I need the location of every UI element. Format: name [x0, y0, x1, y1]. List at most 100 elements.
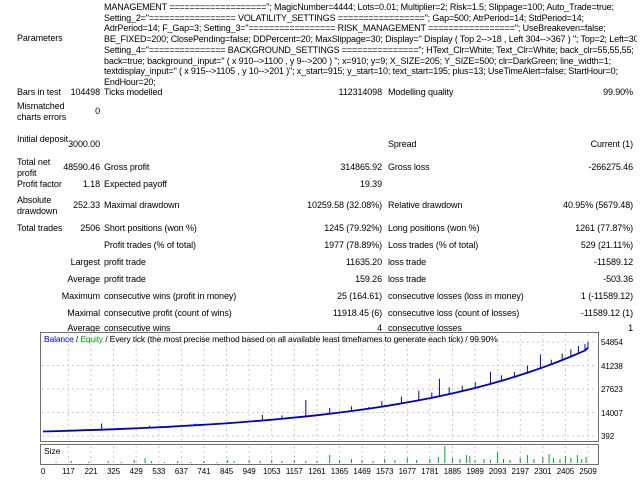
- x-axis-tick-label: 2197: [511, 467, 530, 476]
- x-axis-tick-label: 1781: [421, 467, 439, 476]
- stat-value: Maximal: [67, 308, 100, 318]
- stat-value: Average: [67, 323, 100, 333]
- stat-value: 19.39: [359, 179, 382, 189]
- parameters-line: BE_FIXED=200; ClosePending=false; DDPerc…: [104, 34, 637, 45]
- x-axis-tick-label: 2301: [534, 467, 552, 476]
- stat-value: 159.26: [355, 274, 382, 284]
- stat-label: Mismatched charts errors: [17, 101, 67, 122]
- size-axis-label: Size: [44, 446, 61, 456]
- stat-label: Profit factor: [17, 179, 62, 189]
- stat-value: -266275.46: [588, 162, 633, 172]
- stat-value: 252.33: [73, 200, 100, 210]
- parameters-line: MANAGEMENT ==================="; MagicNu…: [104, 2, 614, 12]
- x-axis-tick-label: 1053: [263, 467, 281, 476]
- x-axis-tick-label: 1677: [398, 467, 417, 476]
- size-bars-plot: [55, 446, 589, 463]
- stat-value: 99.90%: [603, 87, 633, 97]
- parameters-label: Parameters: [17, 33, 63, 43]
- x-axis-tick-label: 845: [220, 467, 234, 476]
- stat-value: -503.36: [603, 274, 633, 284]
- x-axis-tick-label: 1573: [375, 467, 394, 476]
- stat-label: Initial deposit: [17, 134, 69, 144]
- stat-label: Bars in test: [17, 87, 61, 97]
- stat-value: -11589.12: [594, 257, 633, 267]
- x-axis-tick-label: 1261: [308, 467, 326, 476]
- stat-label: Gross loss: [388, 162, 430, 172]
- legend-separator: /: [73, 334, 81, 344]
- stat-value: 1261 (77.87%): [575, 223, 633, 233]
- stat-label: Spread: [388, 139, 417, 149]
- stat-label: Total net profit: [17, 157, 51, 178]
- parameters-text: MANAGEMENT ==================="; MagicNu…: [104, 2, 637, 88]
- x-axis-tick-label: 1157: [285, 467, 303, 476]
- stat-label: Loss trades (% of total): [388, 240, 479, 250]
- stat-value: 529 (21.11%): [580, 240, 633, 250]
- stat-value: 25 (164.61): [337, 291, 382, 301]
- y-axis-tick-label: 54854: [601, 338, 623, 347]
- x-axis-tick-label: 117: [62, 467, 75, 476]
- parameters-line: AdrPeriod=14; F_Gap=3; Setting_3="======…: [104, 23, 606, 34]
- x-axis-tick-label: 1469: [353, 467, 371, 476]
- stat-label: Relative drawdown: [388, 200, 463, 210]
- stat-value: 1: [628, 323, 633, 333]
- stat-label: profit trade: [104, 274, 146, 284]
- stat-label: consecutive wins: [104, 323, 171, 333]
- stat-value: 104498: [70, 87, 101, 97]
- stat-value: Largest: [70, 257, 100, 267]
- stat-value: 1.18: [82, 179, 100, 189]
- stat-value: 11635.20: [345, 257, 382, 267]
- y-axis-tick-label: 14007: [601, 408, 623, 418]
- x-axis-tick-label: 637: [174, 467, 188, 476]
- x-axis-tick-label: 325: [107, 467, 121, 476]
- stat-value: Current (1): [590, 139, 634, 149]
- equity-legend-label: Equity: [80, 334, 104, 344]
- x-axis-tick-label: 741: [197, 467, 211, 476]
- stat-value: 48590.46: [63, 162, 100, 172]
- stat-label: loss trade: [388, 257, 427, 267]
- stat-label: Long positions (won %): [388, 223, 480, 233]
- parameters-line: EndHour=20;: [104, 76, 156, 87]
- stat-value: 3000.00: [68, 139, 100, 149]
- stat-value: Average: [67, 274, 100, 284]
- stat-label: profit trade: [104, 257, 146, 267]
- x-axis-tick-label: 1885: [443, 467, 462, 476]
- stat-value: 1977 (78.89%): [324, 240, 382, 250]
- parameters-line: Setting_4="=============== BACKGROUND_SE…: [104, 44, 634, 55]
- size-chart: Size: [40, 444, 599, 465]
- stat-value: Maximum: [61, 291, 100, 301]
- stat-label: Profit trades (% of total): [104, 240, 196, 250]
- stat-value: 4: [377, 323, 382, 333]
- stat-label: Gross profit: [104, 162, 150, 172]
- parameters-line: textdisplay_input=" ( x 915-->1105 , y 1…: [104, 66, 618, 77]
- x-axis-tick-label: 2405: [556, 467, 575, 476]
- y-axis-tick-label: 27623: [601, 385, 623, 394]
- stat-label: Total trades: [17, 223, 63, 233]
- chart-legend: Balance / Equity / Every tick (the most …: [44, 334, 584, 344]
- x-axis-tick-label: 1365: [330, 467, 349, 476]
- stat-label: consecutive profit (count of wins): [104, 308, 232, 318]
- y-axis-tick-label: 392: [601, 432, 615, 441]
- stat-value: 314865.92: [340, 162, 382, 172]
- legend-method-text: / Every tick (the most precise method ba…: [103, 334, 498, 344]
- balance-legend-label: Balance: [44, 334, 74, 344]
- x-axis-tick-label: 429: [129, 467, 143, 476]
- stat-value: 2506: [80, 223, 100, 233]
- stat-label: Expected payoff: [104, 179, 167, 189]
- stat-value: 11918.45 (6): [332, 308, 382, 318]
- balance-curve-plot: [42, 334, 597, 440]
- x-axis-tick-label: 0: [40, 467, 46, 476]
- parameters-line: back=true; background_input=" ( x 910-->…: [104, 55, 611, 66]
- y-axis-tick-label: 41238: [601, 361, 623, 371]
- stat-label: Maximal drawdown: [104, 200, 180, 210]
- stat-label: consecutive losses (loss in money): [388, 291, 524, 301]
- stat-label: Short positions (won %): [104, 223, 197, 233]
- stat-value: 1245 (79.92%): [324, 223, 382, 233]
- stat-value: 0: [95, 106, 100, 116]
- stat-label: Modelling quality: [388, 87, 454, 97]
- stat-value: 10259.58 (32.08%): [307, 200, 382, 210]
- stat-label: loss trade: [388, 274, 427, 284]
- x-axis-tick-label: 221: [84, 467, 98, 476]
- stat-value: 1 (-11589.12): [580, 291, 633, 301]
- x-axis-tick-label: 949: [242, 467, 256, 476]
